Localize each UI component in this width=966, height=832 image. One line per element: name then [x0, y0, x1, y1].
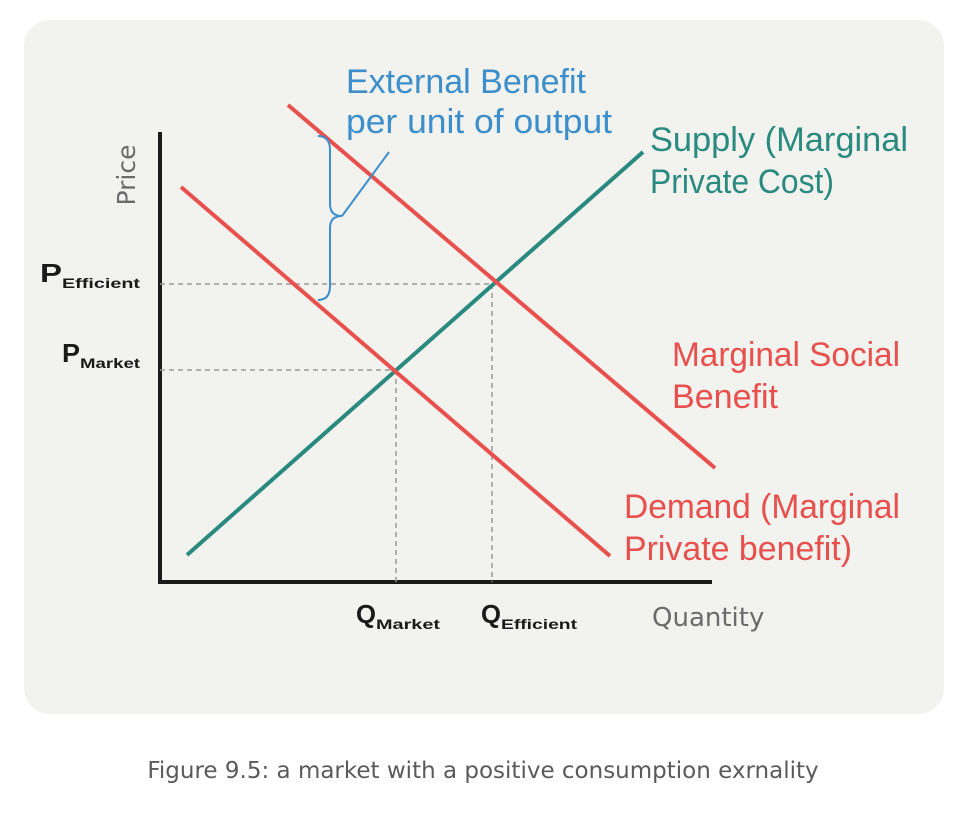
x-tick-q-efficient-sub: Efficient: [501, 616, 577, 632]
supply-curve: [185, 150, 645, 557]
msb-label-line-2: Benefit: [672, 378, 779, 416]
y-tick-p-market-main: P: [62, 338, 80, 368]
x-tick-q-efficient-main: Q: [481, 599, 501, 629]
externality-chart: Price Quantity PEfficient PMarket QMarke…: [40, 63, 917, 633]
x-tick-q-market-main: Q: [356, 599, 376, 629]
demand-curve: [179, 185, 612, 558]
y-axis-title: Price: [112, 145, 141, 206]
y-tick-p-efficient: PEfficient: [40, 258, 140, 291]
supply-label-line-2: Private Cost): [650, 163, 834, 201]
external-benefit-line-1: External Benefit: [346, 63, 587, 101]
marginal-social-benefit-curve: [286, 103, 717, 470]
demand-label-line-2: Private benefit): [624, 530, 852, 568]
figure-panel: [24, 20, 944, 714]
figure-caption: Figure 9.5: a market with a positive con…: [147, 758, 819, 784]
supply-label-line-1: Supply (Marginal: [650, 121, 908, 159]
x-tick-q-market: QMarket: [356, 599, 440, 632]
external-benefit-bracket: [317, 135, 343, 301]
y-tick-p-efficient-sub: Efficient: [62, 275, 140, 291]
demand-label-line-1: Demand (Marginal: [624, 488, 900, 526]
msb-label-line-1: Marginal Social: [672, 336, 900, 374]
x-tick-q-efficient: QEfficient: [481, 599, 577, 632]
y-tick-p-efficient-main: P: [40, 258, 62, 288]
external-benefit-leader: [341, 151, 390, 217]
y-tick-p-market: PMarket: [62, 338, 140, 371]
x-axis-title: Quantity: [652, 603, 764, 633]
y-tick-p-market-sub: Market: [80, 355, 140, 371]
marginal-social-benefit-label: Marginal Social Benefit: [672, 336, 909, 416]
external-benefit-label: External Benefit per unit of output: [346, 63, 613, 141]
supply-label: Supply (Marginal Private Cost): [650, 121, 917, 201]
x-tick-q-market-sub: Market: [376, 616, 440, 632]
external-benefit-line-2: per unit of output: [346, 103, 613, 141]
demand-label: Demand (Marginal Private benefit): [624, 488, 909, 568]
